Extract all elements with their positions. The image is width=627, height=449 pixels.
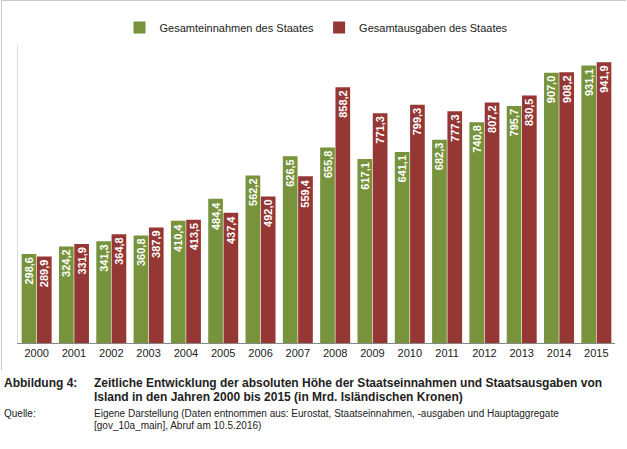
svg-text:2000: 2000 bbox=[24, 347, 48, 359]
svg-text:626,5: 626,5 bbox=[284, 159, 296, 187]
svg-text:437,4: 437,4 bbox=[225, 216, 237, 244]
svg-text:908,2: 908,2 bbox=[561, 75, 573, 103]
svg-text:298,6: 298,6 bbox=[23, 257, 35, 285]
svg-text:2008: 2008 bbox=[323, 347, 347, 359]
svg-text:858,2: 858,2 bbox=[337, 90, 349, 118]
svg-text:807,2: 807,2 bbox=[486, 105, 498, 133]
svg-text:2005: 2005 bbox=[211, 347, 235, 359]
svg-text:641,1: 641,1 bbox=[396, 155, 408, 183]
svg-text:907,0: 907,0 bbox=[545, 76, 557, 104]
svg-text:795,7: 795,7 bbox=[508, 109, 520, 137]
svg-text:2013: 2013 bbox=[509, 347, 533, 359]
svg-text:324,2: 324,2 bbox=[60, 249, 72, 277]
html-text:Zeitliche Entwicklung der abso: Zeitliche Entwicklung der absoluten Höhe… bbox=[94, 376, 603, 404]
html-text:Quelle:: Quelle: bbox=[4, 408, 36, 419]
svg-text:941,9: 941,9 bbox=[598, 65, 610, 93]
svg-text:2011: 2011 bbox=[435, 347, 459, 359]
svg-text:617,1: 617,1 bbox=[359, 162, 371, 190]
svg-text:360,8: 360,8 bbox=[135, 238, 147, 266]
svg-text:559,4: 559,4 bbox=[299, 179, 311, 207]
svg-text:410,4: 410,4 bbox=[172, 224, 184, 252]
svg-text:655,8: 655,8 bbox=[322, 151, 334, 179]
svg-text:Gesamteinnahmen des Staates: Gesamteinnahmen des Staates bbox=[160, 22, 315, 34]
svg-text:2006: 2006 bbox=[248, 347, 272, 359]
svg-text:484,4: 484,4 bbox=[210, 202, 222, 230]
svg-text:2003: 2003 bbox=[136, 347, 160, 359]
svg-text:341,3: 341,3 bbox=[98, 244, 110, 272]
svg-text:2004: 2004 bbox=[174, 347, 198, 359]
svg-text:2007: 2007 bbox=[286, 347, 310, 359]
svg-text:Gesamtausgaben des Staates: Gesamtausgaben des Staates bbox=[359, 22, 507, 34]
html-text:Eigene Darstellung (Daten entn: Eigene Darstellung (Daten entnommen aus:… bbox=[94, 408, 559, 431]
svg-text:799,3: 799,3 bbox=[411, 108, 423, 136]
svg-text:682,3: 682,3 bbox=[433, 143, 445, 171]
svg-text:492,0: 492,0 bbox=[262, 199, 274, 227]
svg-text:562,2: 562,2 bbox=[247, 178, 259, 206]
svg-text:364,8: 364,8 bbox=[113, 237, 125, 265]
svg-text:777,3: 777,3 bbox=[449, 114, 461, 142]
svg-text:740,8: 740,8 bbox=[471, 125, 483, 153]
svg-text:2015: 2015 bbox=[584, 347, 608, 359]
svg-text:387,9: 387,9 bbox=[150, 230, 162, 258]
svg-text:331,9: 331,9 bbox=[76, 247, 88, 275]
svg-text:2010: 2010 bbox=[398, 347, 422, 359]
svg-text:289,9: 289,9 bbox=[38, 260, 50, 288]
svg-text:2012: 2012 bbox=[472, 347, 496, 359]
html-text:Abbildung 4:: Abbildung 4: bbox=[4, 376, 78, 390]
svg-text:2009: 2009 bbox=[360, 347, 384, 359]
svg-text:931,1: 931,1 bbox=[583, 69, 595, 97]
svg-text:830,5: 830,5 bbox=[523, 99, 535, 127]
svg-text:2002: 2002 bbox=[99, 347, 123, 359]
svg-text:2014: 2014 bbox=[547, 347, 571, 359]
svg-text:413,5: 413,5 bbox=[188, 223, 200, 251]
svg-text:771,3: 771,3 bbox=[374, 116, 386, 144]
svg-text:2001: 2001 bbox=[62, 347, 86, 359]
